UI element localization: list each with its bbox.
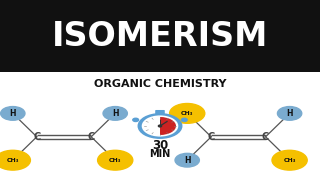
Circle shape: [272, 150, 307, 170]
Text: H: H: [184, 156, 190, 165]
Circle shape: [142, 116, 178, 136]
Circle shape: [1, 107, 25, 120]
Text: C: C: [88, 132, 95, 142]
Circle shape: [98, 150, 133, 170]
Wedge shape: [144, 117, 160, 135]
Circle shape: [277, 107, 302, 120]
Text: C: C: [208, 132, 215, 142]
Text: CH₃: CH₃: [6, 158, 19, 163]
Circle shape: [138, 114, 182, 138]
Circle shape: [170, 103, 205, 123]
Text: CH₃: CH₃: [283, 158, 296, 163]
Text: CH₃: CH₃: [109, 158, 122, 163]
Text: CH₃: CH₃: [181, 111, 194, 116]
Bar: [0, 0, 320, 72]
Circle shape: [158, 125, 162, 127]
Circle shape: [181, 118, 187, 122]
Circle shape: [133, 118, 139, 122]
Text: H: H: [112, 109, 118, 118]
Text: H: H: [10, 109, 16, 118]
Text: 30: 30: [152, 139, 168, 152]
FancyBboxPatch shape: [155, 110, 165, 114]
Text: ORGANIC CHEMISTRY: ORGANIC CHEMISTRY: [94, 79, 226, 89]
Text: ISOMERISM: ISOMERISM: [52, 20, 268, 53]
Text: C: C: [33, 132, 40, 142]
Text: C: C: [262, 132, 269, 142]
Text: H: H: [286, 109, 293, 118]
Circle shape: [103, 107, 127, 120]
Text: MIN: MIN: [149, 149, 171, 159]
Circle shape: [175, 153, 199, 167]
Circle shape: [0, 150, 30, 170]
Wedge shape: [160, 117, 176, 135]
